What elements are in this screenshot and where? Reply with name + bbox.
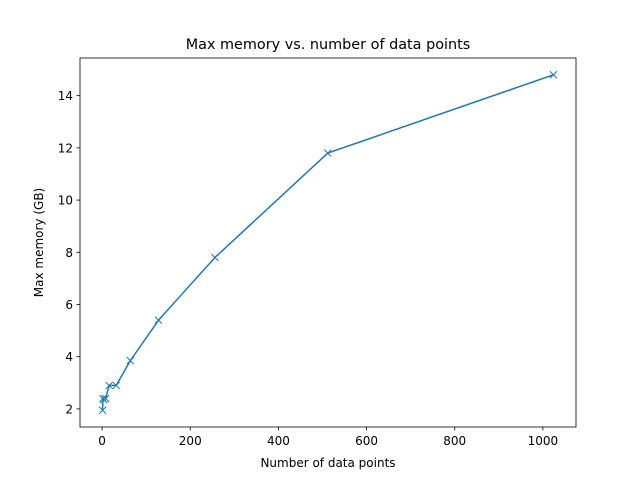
data-point (105, 381, 114, 390)
x-tick-label: 1000 (528, 434, 559, 448)
y-tick-label: 6 (65, 298, 73, 312)
data-point (126, 356, 135, 365)
data-point (154, 316, 163, 325)
y-tick-label: 10 (58, 194, 73, 208)
x-tick-label: 200 (179, 434, 202, 448)
data-point (112, 381, 121, 390)
plot-frame (79, 57, 577, 428)
y-tick-label: 8 (65, 246, 73, 260)
x-tick-label: 400 (267, 434, 290, 448)
data-point (211, 253, 219, 262)
x-tick-label: 0 (98, 434, 106, 448)
y-tick-label: 4 (65, 350, 73, 364)
x-tick-label: 800 (443, 434, 466, 448)
y-tick-label: 2 (65, 402, 73, 416)
data-point (98, 406, 107, 415)
data-point (323, 149, 332, 157)
data-point (549, 70, 558, 79)
x-axis-label: Number of data points (260, 456, 395, 470)
y-tick-label: 14 (58, 89, 73, 103)
x-tick-label: 600 (355, 434, 378, 448)
chart-title: Max memory vs. number of data points (186, 37, 471, 53)
y-axis-label: Max memory (GB) (32, 188, 46, 297)
y-tick-label: 12 (58, 141, 73, 155)
data-point (101, 394, 110, 403)
